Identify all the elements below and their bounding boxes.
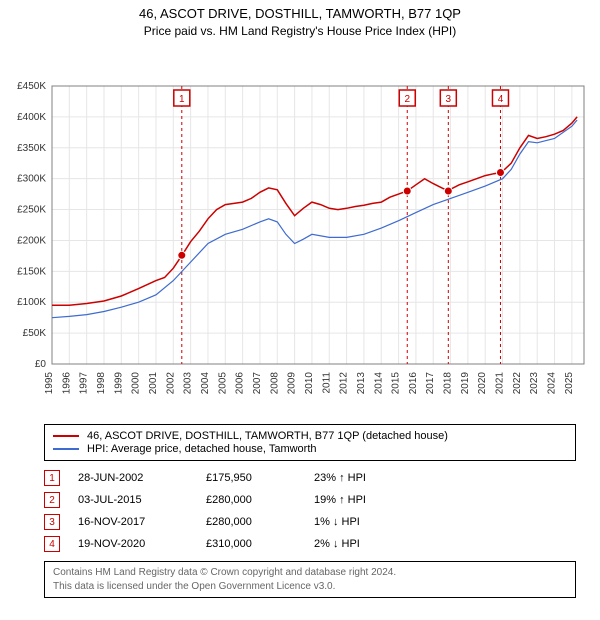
sale-price-2: £280,000 — [206, 494, 296, 506]
sale-marker-1: 1 — [44, 470, 60, 486]
svg-text:2025: 2025 — [564, 372, 575, 395]
svg-text:2002: 2002 — [165, 372, 176, 395]
svg-text:£450K: £450K — [17, 81, 46, 92]
svg-text:2023: 2023 — [529, 372, 540, 395]
svg-text:£50K: £50K — [23, 328, 47, 339]
sale-date-2: 03-JUL-2015 — [78, 494, 188, 506]
sale-date-1: 28-JUN-2002 — [78, 472, 188, 484]
svg-text:1996: 1996 — [61, 372, 72, 395]
svg-text:£300K: £300K — [17, 174, 46, 185]
svg-text:1999: 1999 — [113, 372, 124, 395]
svg-text:£350K: £350K — [17, 143, 46, 154]
svg-text:2015: 2015 — [391, 372, 402, 395]
legend-row-property: 46, ASCOT DRIVE, DOSTHILL, TAMWORTH, B77… — [53, 430, 567, 442]
svg-text:2008: 2008 — [269, 372, 280, 395]
footer: Contains HM Land Registry data © Crown c… — [44, 561, 576, 598]
svg-text:2022: 2022 — [512, 372, 523, 395]
svg-text:1997: 1997 — [79, 372, 90, 395]
svg-text:2017: 2017 — [425, 372, 436, 395]
svg-text:2018: 2018 — [443, 372, 454, 395]
svg-text:4: 4 — [498, 94, 504, 105]
sale-diff-4: 2% ↓ HPI — [314, 538, 404, 550]
sale-price-4: £310,000 — [206, 538, 296, 550]
svg-text:2001: 2001 — [148, 372, 159, 395]
legend-row-hpi: HPI: Average price, detached house, Tamw… — [53, 443, 567, 455]
sale-row-1: 1 28-JUN-2002 £175,950 23% ↑ HPI — [44, 467, 576, 489]
sale-marker-2: 2 — [44, 492, 60, 508]
svg-text:2014: 2014 — [373, 372, 384, 395]
svg-text:2021: 2021 — [495, 372, 506, 395]
svg-text:2005: 2005 — [217, 372, 228, 395]
sale-row-2: 2 03-JUL-2015 £280,000 19% ↑ HPI — [44, 489, 576, 511]
sale-diff-2: 19% ↑ HPI — [314, 494, 404, 506]
svg-text:£150K: £150K — [17, 266, 46, 277]
sale-marker-3: 3 — [44, 514, 60, 530]
svg-text:£200K: £200K — [17, 235, 46, 246]
svg-text:1995: 1995 — [44, 372, 55, 395]
svg-text:2012: 2012 — [339, 372, 350, 395]
sale-diff-3: 1% ↓ HPI — [314, 516, 404, 528]
svg-text:1: 1 — [179, 94, 185, 105]
svg-text:2010: 2010 — [304, 372, 315, 395]
title-line-1: 46, ASCOT DRIVE, DOSTHILL, TAMWORTH, B77… — [0, 6, 600, 21]
chart: £0 £50K £100K £150K £200K £250K £300K £350K £400… — [0, 38, 600, 418]
title-line-2: Price paid vs. HM Land Registry's House … — [0, 24, 600, 38]
svg-text:£100K: £100K — [17, 297, 46, 308]
svg-text:2006: 2006 — [235, 372, 246, 395]
svg-text:£250K: £250K — [17, 205, 46, 216]
legend-swatch-property — [53, 435, 79, 437]
svg-text:2003: 2003 — [183, 372, 194, 395]
sale-price-3: £280,000 — [206, 516, 296, 528]
legend-label-hpi: HPI: Average price, detached house, Tamw… — [87, 443, 317, 455]
legend-swatch-hpi — [53, 448, 79, 450]
svg-text:2: 2 — [404, 94, 410, 105]
sale-date-4: 19-NOV-2020 — [78, 538, 188, 550]
legend-label-property: 46, ASCOT DRIVE, DOSTHILL, TAMWORTH, B77… — [87, 430, 448, 442]
svg-text:3: 3 — [446, 94, 452, 105]
svg-text:2004: 2004 — [200, 372, 211, 395]
sale-marker-4: 4 — [44, 536, 60, 552]
svg-text:1998: 1998 — [96, 372, 107, 395]
svg-text:2019: 2019 — [460, 372, 471, 395]
chart-container: 46, ASCOT DRIVE, DOSTHILL, TAMWORTH, B77… — [0, 0, 600, 598]
chart-svg: £0 £50K £100K £150K £200K £250K £300K £350K £400… — [0, 38, 600, 418]
footer-line-2: This data is licensed under the Open Gov… — [53, 580, 567, 594]
sale-diff-1: 23% ↑ HPI — [314, 472, 404, 484]
sale-date-3: 16-NOV-2017 — [78, 516, 188, 528]
svg-text:2011: 2011 — [321, 372, 332, 394]
svg-text:2016: 2016 — [408, 372, 419, 395]
sale-row-3: 3 16-NOV-2017 £280,000 1% ↓ HPI — [44, 511, 576, 533]
title-block: 46, ASCOT DRIVE, DOSTHILL, TAMWORTH, B77… — [0, 0, 600, 38]
sale-row-4: 4 19-NOV-2020 £310,000 2% ↓ HPI — [44, 533, 576, 555]
svg-text:2024: 2024 — [547, 372, 558, 395]
svg-text:£0: £0 — [35, 359, 47, 370]
svg-text:2020: 2020 — [477, 372, 488, 395]
svg-text:2007: 2007 — [252, 372, 263, 395]
footer-line-1: Contains HM Land Registry data © Crown c… — [53, 566, 567, 580]
sale-price-1: £175,950 — [206, 472, 296, 484]
svg-text:£400K: £400K — [17, 112, 46, 123]
svg-text:2009: 2009 — [287, 372, 298, 395]
legend: 46, ASCOT DRIVE, DOSTHILL, TAMWORTH, B77… — [44, 424, 576, 461]
svg-text:2013: 2013 — [356, 372, 367, 395]
svg-text:2000: 2000 — [131, 372, 142, 395]
sales-table: 1 28-JUN-2002 £175,950 23% ↑ HPI 2 03-JU… — [44, 467, 576, 555]
